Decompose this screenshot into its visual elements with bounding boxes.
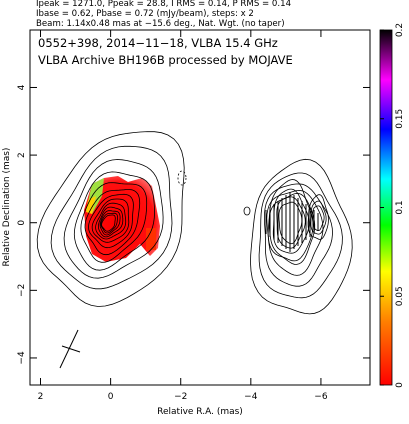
contour [266, 189, 324, 276]
contour [264, 183, 333, 287]
contour [84, 189, 141, 256]
y-axis-label: Relative Declination (mas) [2, 148, 12, 267]
pol-patch [84, 176, 160, 262]
beam [59, 329, 81, 369]
contour [36, 131, 185, 307]
x-axis-label: Relative R.A. (mas) [157, 407, 243, 417]
colorbar-tick-label: 0.05 [395, 286, 405, 306]
negative-contour [177, 170, 187, 186]
contours [36, 131, 353, 315]
colorbar-tick-label: 0.15 [395, 109, 405, 129]
contour [250, 158, 353, 315]
x-tick-label: −2 [174, 392, 187, 402]
contour [307, 194, 329, 240]
contour [310, 200, 327, 235]
plot-frame [29, 29, 371, 386]
pol-patch [86, 196, 96, 214]
pol-patch [146, 228, 156, 250]
contour [100, 212, 119, 234]
contour [243, 206, 251, 216]
y-tick-label: −2 [17, 284, 27, 297]
x-tick-label: 0 [108, 392, 114, 402]
contour [73, 171, 155, 271]
x-tick-label: −6 [314, 392, 328, 402]
contour [101, 214, 116, 232]
colorbar-tick-label: 0 [395, 382, 405, 388]
y-tick-label: 4 [17, 84, 27, 90]
polarization-image [84, 176, 160, 262]
contour [276, 196, 306, 249]
header-line: Ibase = 0.62, Pbase = 0.72 (mJy/beam), s… [36, 9, 254, 19]
contour [267, 179, 314, 262]
contour [98, 206, 124, 238]
y-tick-label: −4 [17, 351, 27, 365]
chart-title: VLBA Archive BH196B processed by MOJAVE [38, 53, 293, 67]
x-tick-label: 2 [38, 392, 44, 402]
header-line: Ipeak = 1271.0, Ppeak = 28.8, I RMS = 0.… [36, 0, 291, 9]
contour [91, 198, 130, 243]
contour [258, 172, 343, 299]
contour [95, 202, 127, 240]
contour [88, 193, 134, 249]
contour [268, 192, 316, 265]
header-line: Beam: 1.14x0.48 mas at −15.6 deg., Nat. … [36, 19, 285, 29]
chart-title: 0552+398, 2014−11−18, VLBA 15.4 GHz [38, 36, 278, 50]
x-tick-label: −4 [244, 392, 258, 402]
y-tick-label: 0 [17, 220, 27, 226]
colorbar-tick-label: 0.2 [395, 23, 405, 37]
y-tick-label: 2 [17, 152, 27, 158]
contour [80, 182, 148, 263]
contour [50, 145, 173, 290]
contour [278, 201, 303, 245]
contour [99, 210, 121, 236]
contour [312, 205, 325, 231]
contour [63, 159, 164, 279]
colorbar-tick-label: 0.1 [395, 200, 405, 214]
